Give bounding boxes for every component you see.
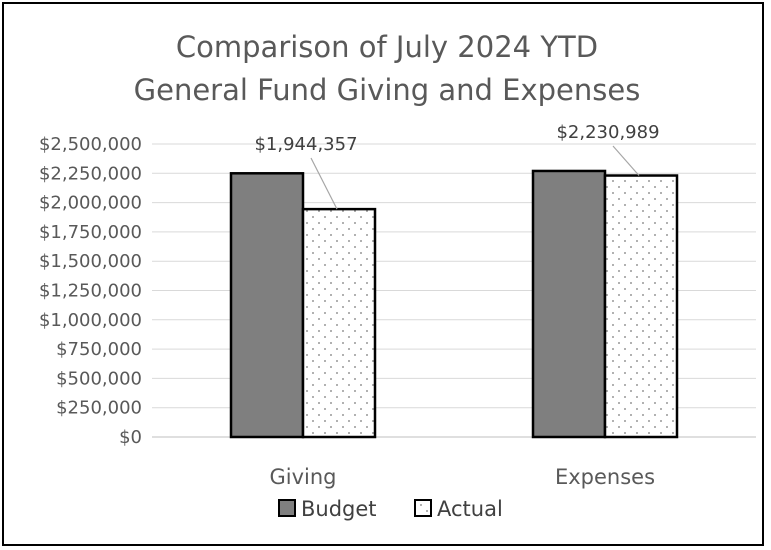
- bar-giving-actual: [301, 207, 377, 439]
- chart-title-line-1: Comparison of July 2024 YTD: [176, 30, 598, 64]
- y-tick-label: $1,750,000: [39, 222, 142, 243]
- legend-label-actual: Actual: [437, 497, 503, 521]
- chart-frame: Comparison of July 2024 YTD General Fund…: [2, 2, 764, 546]
- bar-expenses-budget: [531, 169, 607, 439]
- bar-chart: Comparison of July 2024 YTD General Fund…: [39, 30, 756, 521]
- bar-expenses-actual: [603, 174, 679, 439]
- y-tick-label: $0: [119, 427, 142, 448]
- y-tick-label: $2,250,000: [39, 163, 142, 184]
- legend-swatch-actual: [414, 499, 432, 517]
- data-labels: $1,944,357 $2,230,989: [254, 122, 660, 210]
- y-tick-label: $1,250,000: [39, 281, 142, 302]
- data-label: $1,944,357: [254, 134, 357, 155]
- y-tick-label: $500,000: [56, 368, 142, 389]
- legend: Budget Actual: [278, 497, 503, 521]
- data-label-leader-line: [612, 145, 640, 176]
- bar-giving-budget: [229, 172, 305, 439]
- data-label: $2,230,989: [556, 122, 659, 143]
- y-tick-label: $750,000: [56, 339, 142, 360]
- legend-swatch-budget: [278, 499, 296, 517]
- data-label-leader-line: [310, 157, 338, 210]
- category-label: Expenses: [555, 465, 655, 489]
- y-tick-label: $250,000: [56, 398, 142, 419]
- chart-title-line-2: General Fund Giving and Expenses: [134, 73, 641, 107]
- category-label: Giving: [269, 465, 336, 489]
- y-tick-label: $1,500,000: [39, 251, 142, 272]
- y-tick-label: $2,500,000: [39, 134, 142, 155]
- bars: [229, 169, 679, 439]
- x-axis-category-labels: Giving Expenses: [269, 465, 655, 489]
- y-tick-label: $1,000,000: [39, 310, 142, 331]
- legend-label-budget: Budget: [301, 497, 377, 521]
- y-tick-label: $2,000,000: [39, 193, 142, 214]
- y-axis-tick-labels: $0 $250,000 $500,000 $750,000 $1,000,000 $1,2…: [39, 134, 142, 448]
